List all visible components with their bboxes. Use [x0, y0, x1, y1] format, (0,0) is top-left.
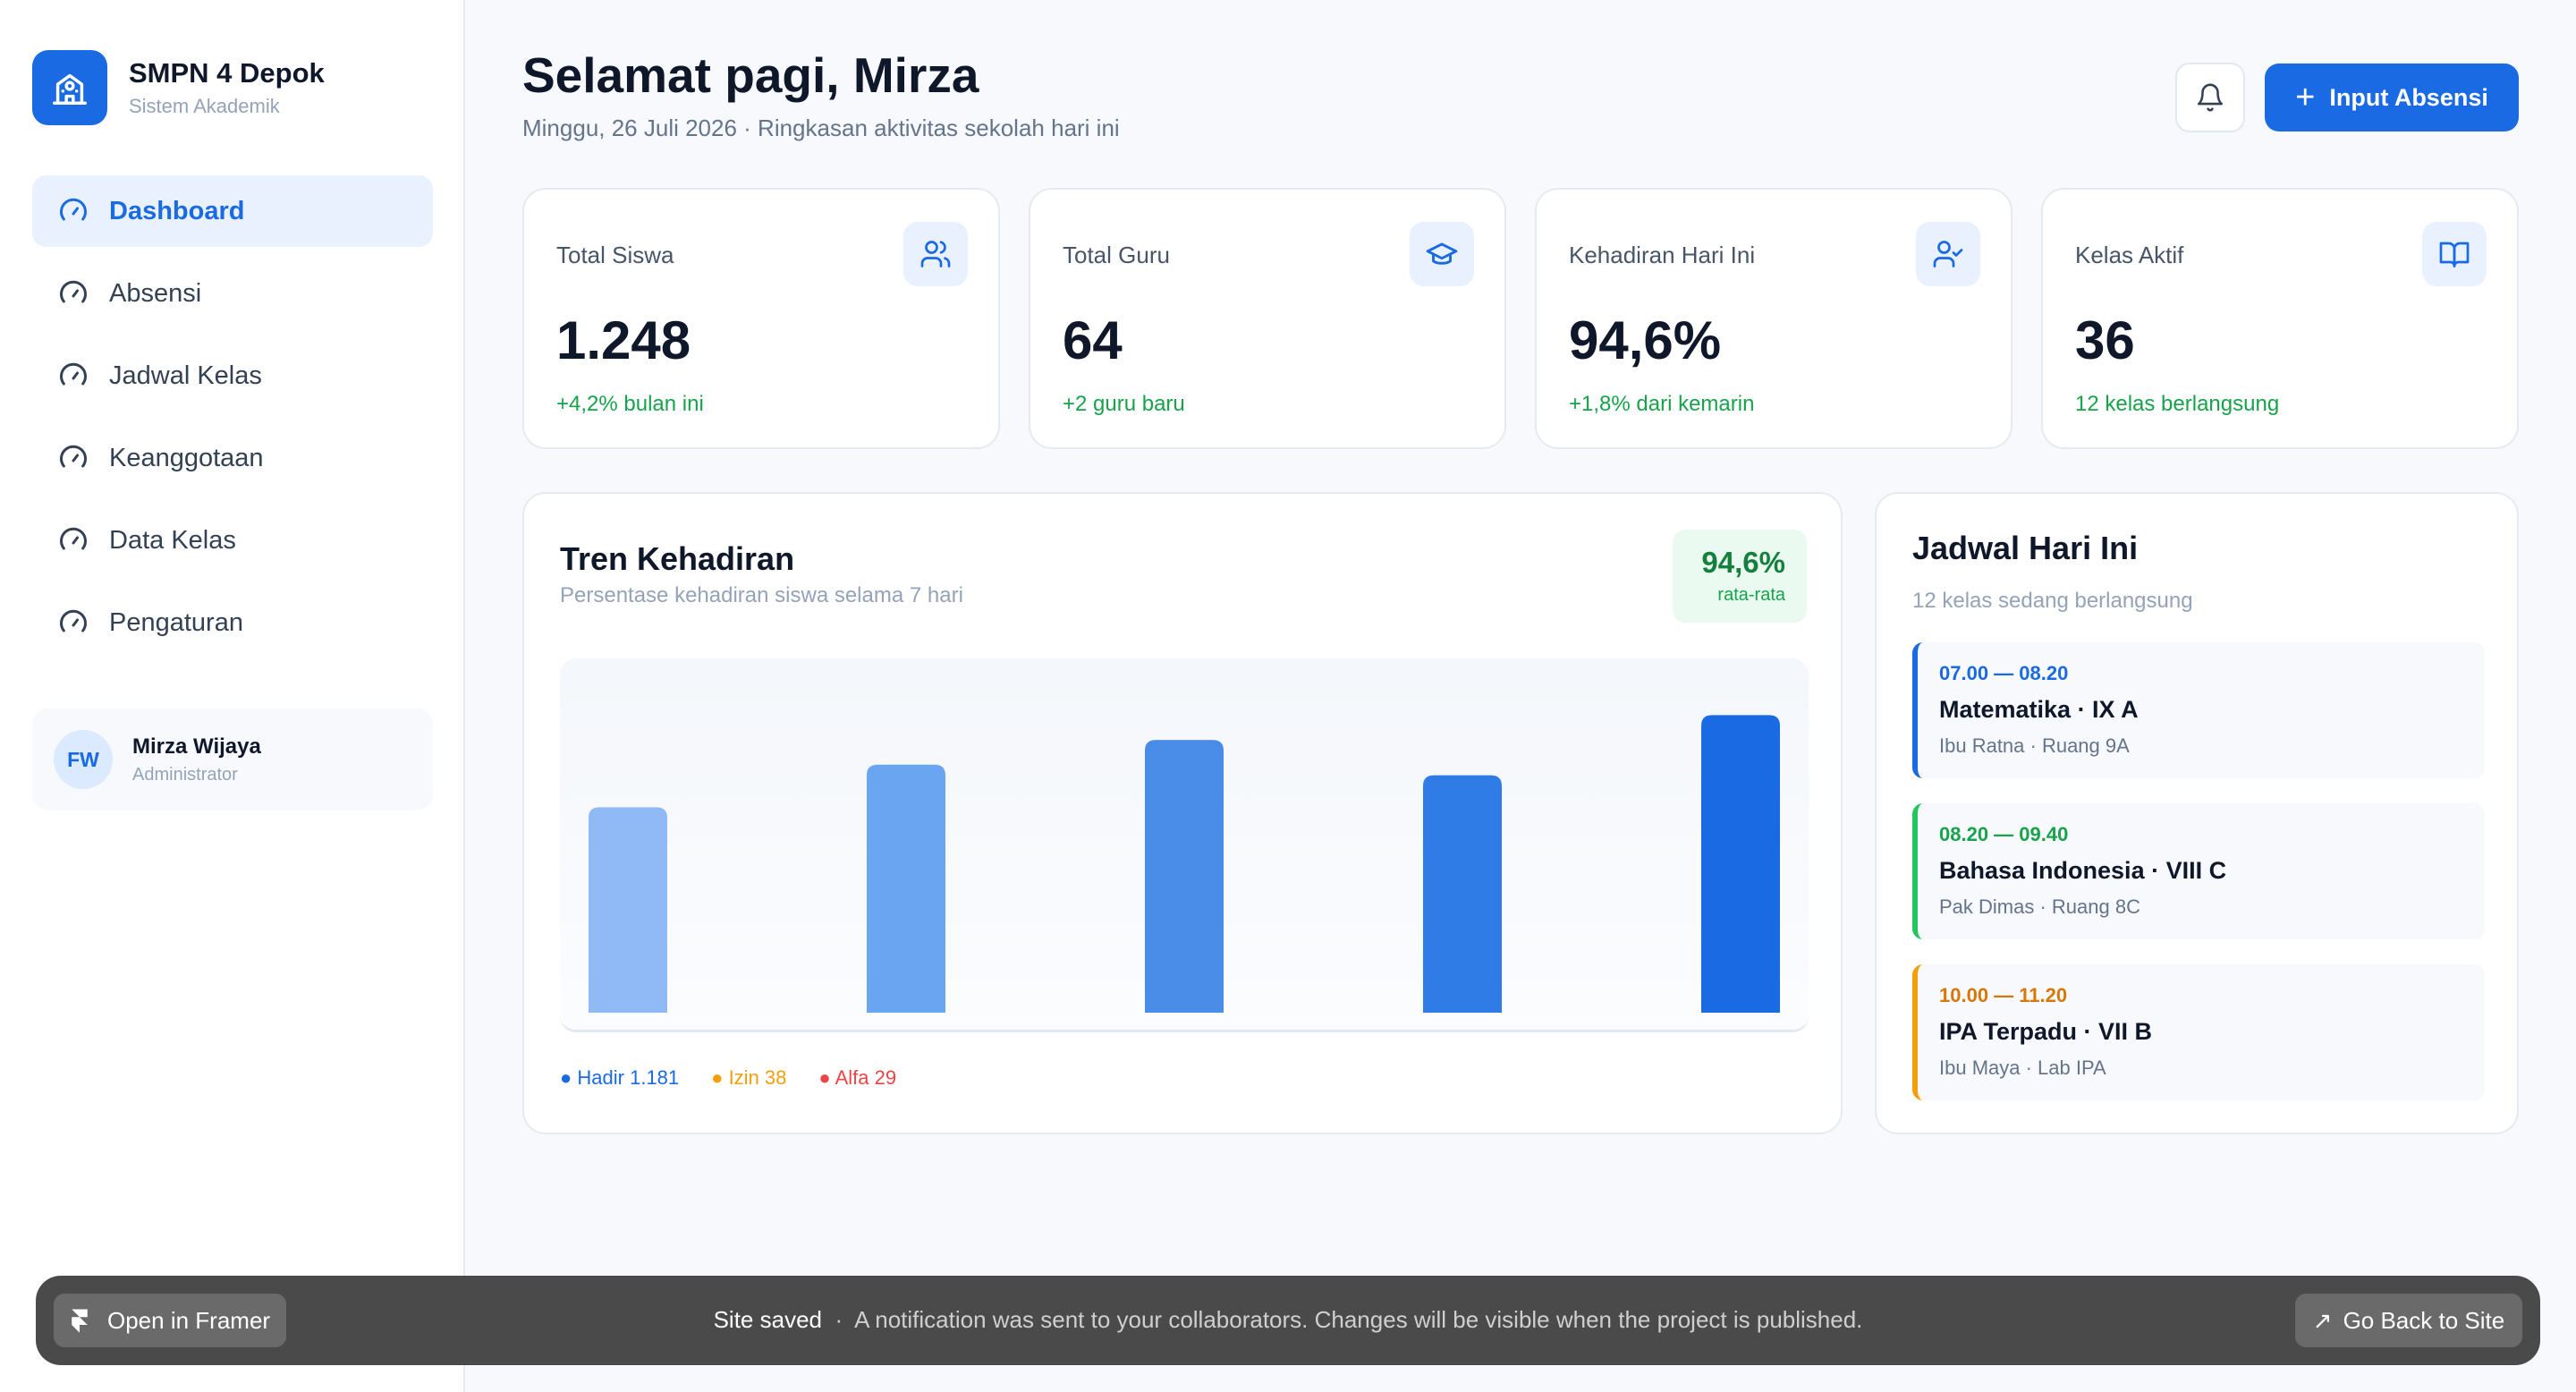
schedule-card: Jadwal Hari Ini 12 kelas sedang berlangs… — [1875, 492, 2519, 1134]
chart-title: Tren Kehadiran — [560, 540, 795, 577]
gauge-icon — [60, 445, 87, 468]
stat-delta: +4,2% bulan ini — [556, 392, 704, 416]
chart-bar — [1145, 740, 1224, 1013]
stat-value: 1.248 — [556, 310, 691, 370]
attendance-trend-card: Tren Kehadiran Persentase kehadiran sisw… — [522, 492, 1843, 1134]
school-icon — [32, 50, 107, 125]
stat-label: Total Guru — [1063, 242, 1170, 268]
legend-item-hadir: ● Hadir 1.181 — [560, 1066, 680, 1089]
brand[interactable]: SMPN 4 Depok Sistem Akademik — [32, 50, 325, 125]
schedule-meta: Ibu Maya · Lab IPA — [1939, 1057, 2106, 1079]
stat-label: Kelas Aktif — [2075, 242, 2184, 268]
book-open-icon — [2422, 222, 2487, 286]
avatar: FW — [54, 730, 113, 789]
stat-value: 36 — [2075, 310, 2135, 370]
schedule-meta: Pak Dimas · Ruang 8C — [1939, 895, 2140, 918]
sidebar-item-label: Pengaturan — [109, 607, 243, 637]
stat-value: 94,6% — [1569, 310, 1722, 370]
graduation-cap-icon — [1410, 222, 1474, 286]
user-role: Administrator — [132, 764, 238, 785]
sidebar-item-absensi[interactable]: Absensi — [32, 258, 433, 329]
chart-bar — [867, 764, 945, 1013]
schedule-subject: Matematika · IX A — [1939, 696, 2139, 723]
schedule-title: Jadwal Hari Ini — [1912, 530, 2139, 566]
schedule-item[interactable]: 07.00 — 08.20 Matematika · IX A Ibu Ratn… — [1912, 642, 2485, 778]
notifications-button[interactable] — [2175, 63, 2245, 132]
page-title: Selamat pagi, Mirza — [522, 47, 979, 103]
sidebar-item-data-kelas[interactable]: Data Kelas — [32, 505, 433, 576]
open-in-framer-button[interactable]: Open in Framer — [54, 1294, 286, 1347]
brand-name: SMPN 4 Depok — [129, 57, 325, 89]
sidebar-item-dashboard[interactable]: Dashboard — [32, 175, 433, 247]
user-check-icon — [1916, 222, 1980, 286]
sidebar-nav: Dashboard Absensi Jadwal Kelas Keanggota… — [32, 175, 433, 669]
schedule-subject: Bahasa Indonesia · VIII C — [1939, 857, 2227, 884]
open-in-framer-label: Open in Framer — [107, 1306, 271, 1334]
average-value: 94,6% — [1701, 546, 1785, 579]
site-saved-label: Site saved — [713, 1306, 822, 1333]
framer-message-text: A notification was sent to your collabor… — [854, 1306, 1863, 1333]
go-back-to-site-button[interactable]: ↗ Go Back to Site — [2295, 1294, 2522, 1347]
input-absensi-label: Input Absensi — [2329, 83, 2488, 111]
framer-notification-bar: Open in Framer Site saved · A notificati… — [36, 1276, 2540, 1365]
stat-delta: +2 guru baru — [1063, 392, 1185, 416]
schedule-time: 10.00 — 11.20 — [1939, 984, 2068, 1006]
user-name: Mirza Wijaya — [132, 734, 261, 759]
chart-bar — [589, 807, 667, 1013]
stat-delta: 12 kelas berlangsung — [2075, 392, 2280, 416]
framer-icon — [72, 1309, 88, 1333]
average-label: rata-rata — [1717, 585, 1785, 605]
arrow-up-right-icon: ↗ — [2312, 1306, 2333, 1334]
sidebar-item-pengaturan[interactable]: Pengaturan — [32, 587, 433, 658]
schedule-subtitle: 12 kelas sedang berlangsung — [1912, 589, 2193, 613]
bell-icon — [2197, 83, 2224, 112]
schedule-meta: Ibu Ratna · Ruang 9A — [1939, 734, 2130, 757]
gauge-icon — [60, 527, 87, 550]
sidebar-item-label: Jadwal Kelas — [109, 361, 262, 390]
sidebar-item-label: Dashboard — [109, 196, 245, 225]
sidebar-item-label: Keanggotaan — [109, 443, 264, 472]
plus-icon: + — [2295, 79, 2316, 116]
chart-bar — [1423, 775, 1502, 1013]
stat-label: Total Siswa — [556, 242, 674, 268]
stat-card-total-guru: Total Guru 64 +2 guru baru — [1029, 188, 1506, 449]
sidebar-item-label: Absensi — [109, 278, 202, 308]
gauge-icon — [60, 609, 87, 632]
sidebar-item-jadwal-kelas[interactable]: Jadwal Kelas — [32, 340, 433, 412]
sidebar: SMPN 4 Depok Sistem Akademik Dashboard A… — [0, 0, 465, 1392]
page-subtitle: Minggu, 26 Juli 2026 · Ringkasan aktivit… — [522, 115, 1120, 141]
users-icon — [903, 222, 968, 286]
schedule-item[interactable]: 08.20 — 09.40 Bahasa Indonesia · VIII C … — [1912, 803, 2485, 939]
framer-message: Site saved · A notification was sent to … — [713, 1306, 1863, 1333]
gauge-icon — [60, 198, 87, 221]
stat-value: 64 — [1063, 310, 1123, 370]
input-absensi-button[interactable]: + Input Absensi — [2265, 64, 2519, 132]
legend-item-alfa: ● Alfa 29 — [818, 1066, 897, 1089]
schedule-time: 07.00 — 08.20 — [1939, 662, 2069, 684]
schedule-item[interactable]: 10.00 — 11.20 IPA Terpadu · VII B Ibu Ma… — [1912, 964, 2485, 1100]
stat-card-kehadiran: Kehadiran Hari Ini 94,6% +1,8% dari kema… — [1535, 188, 2012, 449]
sidebar-item-label: Data Kelas — [109, 525, 236, 555]
gauge-icon — [60, 362, 87, 386]
schedule-subject: IPA Terpadu · VII B — [1939, 1018, 2153, 1045]
gauge-icon — [60, 280, 87, 303]
user-card[interactable]: FW Mirza Wijaya Administrator — [32, 709, 433, 811]
stat-card-total-siswa: Total Siswa 1.248 +4,2% bulan ini — [522, 188, 1000, 449]
bar-chart-svg — [589, 715, 1780, 1013]
stat-label: Kehadiran Hari Ini — [1569, 242, 1756, 268]
average-badge: 94,6% rata-rata — [1673, 530, 1807, 623]
go-back-label: Go Back to Site — [2343, 1306, 2505, 1334]
chart-bar — [1701, 715, 1780, 1013]
chart-legend: ● Hadir 1.181 ● Izin 38 ● Alfa 29 — [560, 1066, 928, 1090]
chart-subtitle: Persentase kehadiran siswa selama 7 hari — [560, 583, 963, 607]
sidebar-item-keanggotaan[interactable]: Keanggotaan — [32, 422, 433, 494]
stat-card-kelas-aktif: Kelas Aktif 36 12 kelas berlangsung — [2041, 188, 2519, 449]
legend-item-izin: ● Izin 38 — [711, 1066, 787, 1089]
stat-delta: +1,8% dari kemarin — [1569, 392, 1755, 416]
schedule-time: 08.20 — 09.40 — [1939, 823, 2069, 845]
bar-chart — [560, 658, 1809, 1032]
brand-subtitle: Sistem Akademik — [129, 95, 280, 117]
